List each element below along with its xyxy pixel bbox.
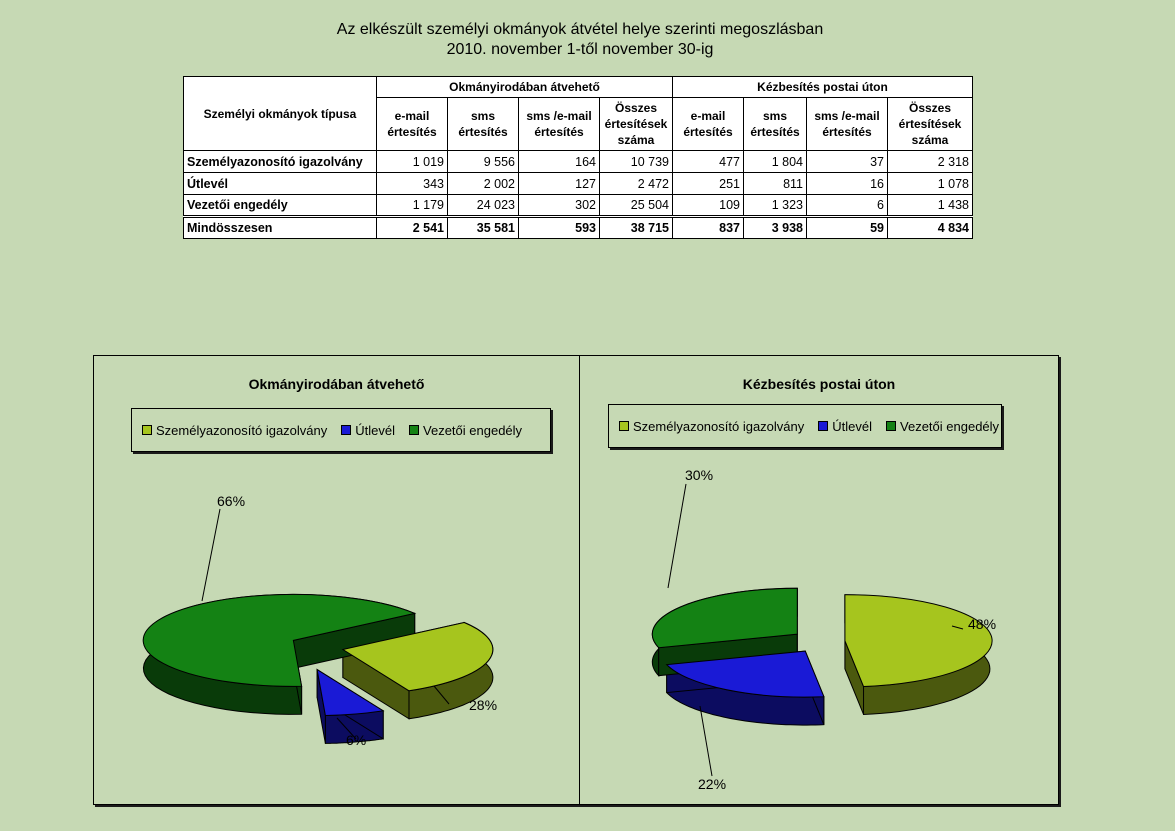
legend-label: Útlevél	[832, 418, 873, 434]
table-cell: 1 179	[376, 194, 448, 217]
table-cell: 4 834	[887, 215, 973, 239]
table-cell: 811	[743, 172, 807, 195]
table-row: Személyazonosító igazolvány 1 019 9 556 …	[183, 150, 973, 173]
table-cell: 837	[672, 215, 744, 239]
table-cell: 2 002	[447, 172, 519, 195]
legend-item-szemelyi: Személyazonosító igazolvány	[142, 423, 327, 438]
table-cell: 343	[376, 172, 448, 195]
column-header: sms /e-mail értesítés	[806, 97, 888, 151]
row-label: Személyazonosító igazolvány	[183, 150, 377, 173]
legend-label: Személyazonosító igazolvány	[156, 422, 328, 438]
page-title: Az elkészült személyi okmányok átvétel h…	[0, 20, 1160, 60]
legend-item-utlevel: Útlevél	[818, 419, 872, 434]
title-line-2: 2010. november 1-től november 30-ig	[446, 41, 714, 58]
title-line-1: Az elkészült személyi okmányok átvétel h…	[336, 21, 824, 38]
table-cell: 302	[518, 194, 600, 217]
legend-label: Vezetői engedély	[423, 422, 523, 438]
row-label: Vezetői engedély	[183, 194, 377, 217]
table-cell: 109	[672, 194, 744, 217]
table-cell: 25 504	[599, 194, 673, 217]
column-header: e-mail értesítés	[376, 97, 448, 151]
row-label: Mindösszesen	[183, 215, 377, 239]
data-label: 28%	[469, 697, 497, 713]
data-label: 48%	[968, 616, 996, 632]
data-label: 30%	[685, 467, 713, 483]
legend-item-vezetoi: Vezetői engedély	[886, 419, 999, 434]
table-cell: 9 556	[447, 150, 519, 173]
table-cell: 59	[806, 215, 888, 239]
table-cell: 1 804	[743, 150, 807, 173]
legend-swatch	[409, 425, 420, 435]
chart-legend: Személyazonosító igazolvány Útlevél Veze…	[608, 404, 1002, 448]
table-cell: 24 023	[447, 194, 519, 217]
pie-slice-szemelyi	[844, 594, 993, 688]
chart-title: Kézbesítés postai úton	[742, 376, 896, 392]
legend-swatch	[818, 421, 829, 431]
table-row: Útlevél 343 2 002 127 2 472 251 811 16 1…	[183, 172, 973, 195]
table-cell: 35 581	[447, 215, 519, 239]
table-cell: 1 019	[376, 150, 448, 173]
pie-slice-utlevel	[316, 668, 385, 717]
legend-swatch	[142, 425, 152, 435]
table-cell: 10 739	[599, 150, 673, 173]
data-label: 22%	[698, 776, 726, 792]
column-header: sms /e-mail értesítés	[518, 97, 600, 151]
table-cell: 16	[806, 172, 888, 195]
table-cell: 37	[806, 150, 888, 173]
leader-line	[336, 717, 357, 740]
legend-label: Vezetői engedély	[900, 418, 1000, 434]
table-cell: 251	[672, 172, 744, 195]
column-header: sms értesítés	[743, 97, 807, 151]
legend-swatch	[341, 425, 352, 435]
table-cell: 127	[518, 172, 600, 195]
pie-plot-postal: 48% 22% 30%	[651, 467, 996, 792]
chart-legend: Személyazonosító igazolvány Útlevél Veze…	[131, 408, 551, 452]
column-header: e-mail értesítés	[672, 97, 744, 151]
table-cell: 2 318	[887, 150, 973, 173]
legend-item-vezetoi: Vezetői engedély	[409, 423, 522, 438]
legend-swatch	[619, 421, 629, 431]
table-cell: 477	[672, 150, 744, 173]
legend-label: Útlevél	[355, 422, 396, 438]
chart-title: Okmányirodában átvehető	[248, 376, 425, 392]
table-cell: 164	[518, 150, 600, 173]
summary-table: Személyi okmányok típusa Okmányirodában …	[183, 76, 973, 239]
leader-line	[201, 508, 221, 602]
data-label: 66%	[217, 493, 245, 509]
table-cell: 1 438	[887, 194, 973, 217]
pie-chart-postal: Kézbesítés postai úton Személyazonosító …	[579, 355, 1059, 805]
pie-chart-office: Okmányirodában átvehető Személyazonosító…	[93, 355, 580, 805]
leader-line	[433, 685, 450, 705]
row-label: Útlevél	[183, 172, 377, 195]
table-row-header: Személyi okmányok típusa	[183, 76, 377, 151]
table-cell: 2 541	[376, 215, 448, 239]
leader-line	[951, 625, 964, 630]
table-group-header-office: Okmányirodában átvehető	[376, 76, 673, 98]
table-cell: 1 078	[887, 172, 973, 195]
column-header: Összes értesítések száma	[599, 97, 673, 151]
column-header: Összes értesítések száma	[887, 97, 973, 151]
leader-line	[667, 483, 687, 589]
table-cell: 3 938	[743, 215, 807, 239]
table-total-row: Mindösszesen 2 541 35 581 593 38 715 837…	[183, 215, 973, 239]
legend-swatch	[886, 421, 897, 431]
table-cell: 6	[806, 194, 888, 217]
table-group-header-postal: Kézbesítés postai úton	[672, 76, 973, 98]
pie-slice-vezetoi	[651, 587, 798, 649]
table-cell: 593	[518, 215, 600, 239]
pie-slice-utlevel	[665, 650, 825, 698]
legend-item-utlevel: Útlevél	[341, 423, 395, 438]
table-cell: 38 715	[599, 215, 673, 239]
table-cell: 1 323	[743, 194, 807, 217]
legend-item-szemelyi: Személyazonosító igazolvány	[619, 419, 804, 434]
legend-label: Személyazonosító igazolvány	[633, 418, 805, 434]
table-row: Vezetői engedély 1 179 24 023 302 25 504…	[183, 194, 973, 217]
data-label: 6%	[346, 732, 366, 748]
table-cell: 2 472	[599, 172, 673, 195]
leader-line	[699, 705, 713, 777]
pie-plot-office: 28% 6% 66%	[142, 493, 497, 748]
pie-slice-vezetoi	[142, 593, 417, 687]
column-header: sms értesítés	[447, 97, 519, 151]
